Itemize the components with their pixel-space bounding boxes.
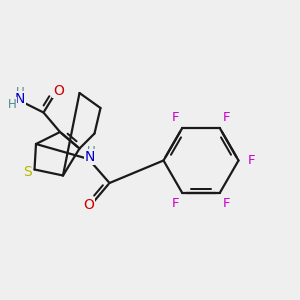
Text: N: N [15,92,25,106]
Text: F: F [172,111,180,124]
Text: S: S [23,165,32,179]
Text: F: F [248,154,255,167]
Text: H: H [8,98,16,111]
Text: O: O [53,84,64,98]
Text: F: F [222,111,230,124]
Text: F: F [222,197,230,210]
Text: N: N [85,150,95,164]
Text: H: H [16,86,25,100]
Text: F: F [172,197,180,210]
Text: O: O [83,198,94,212]
Text: H: H [86,145,95,158]
